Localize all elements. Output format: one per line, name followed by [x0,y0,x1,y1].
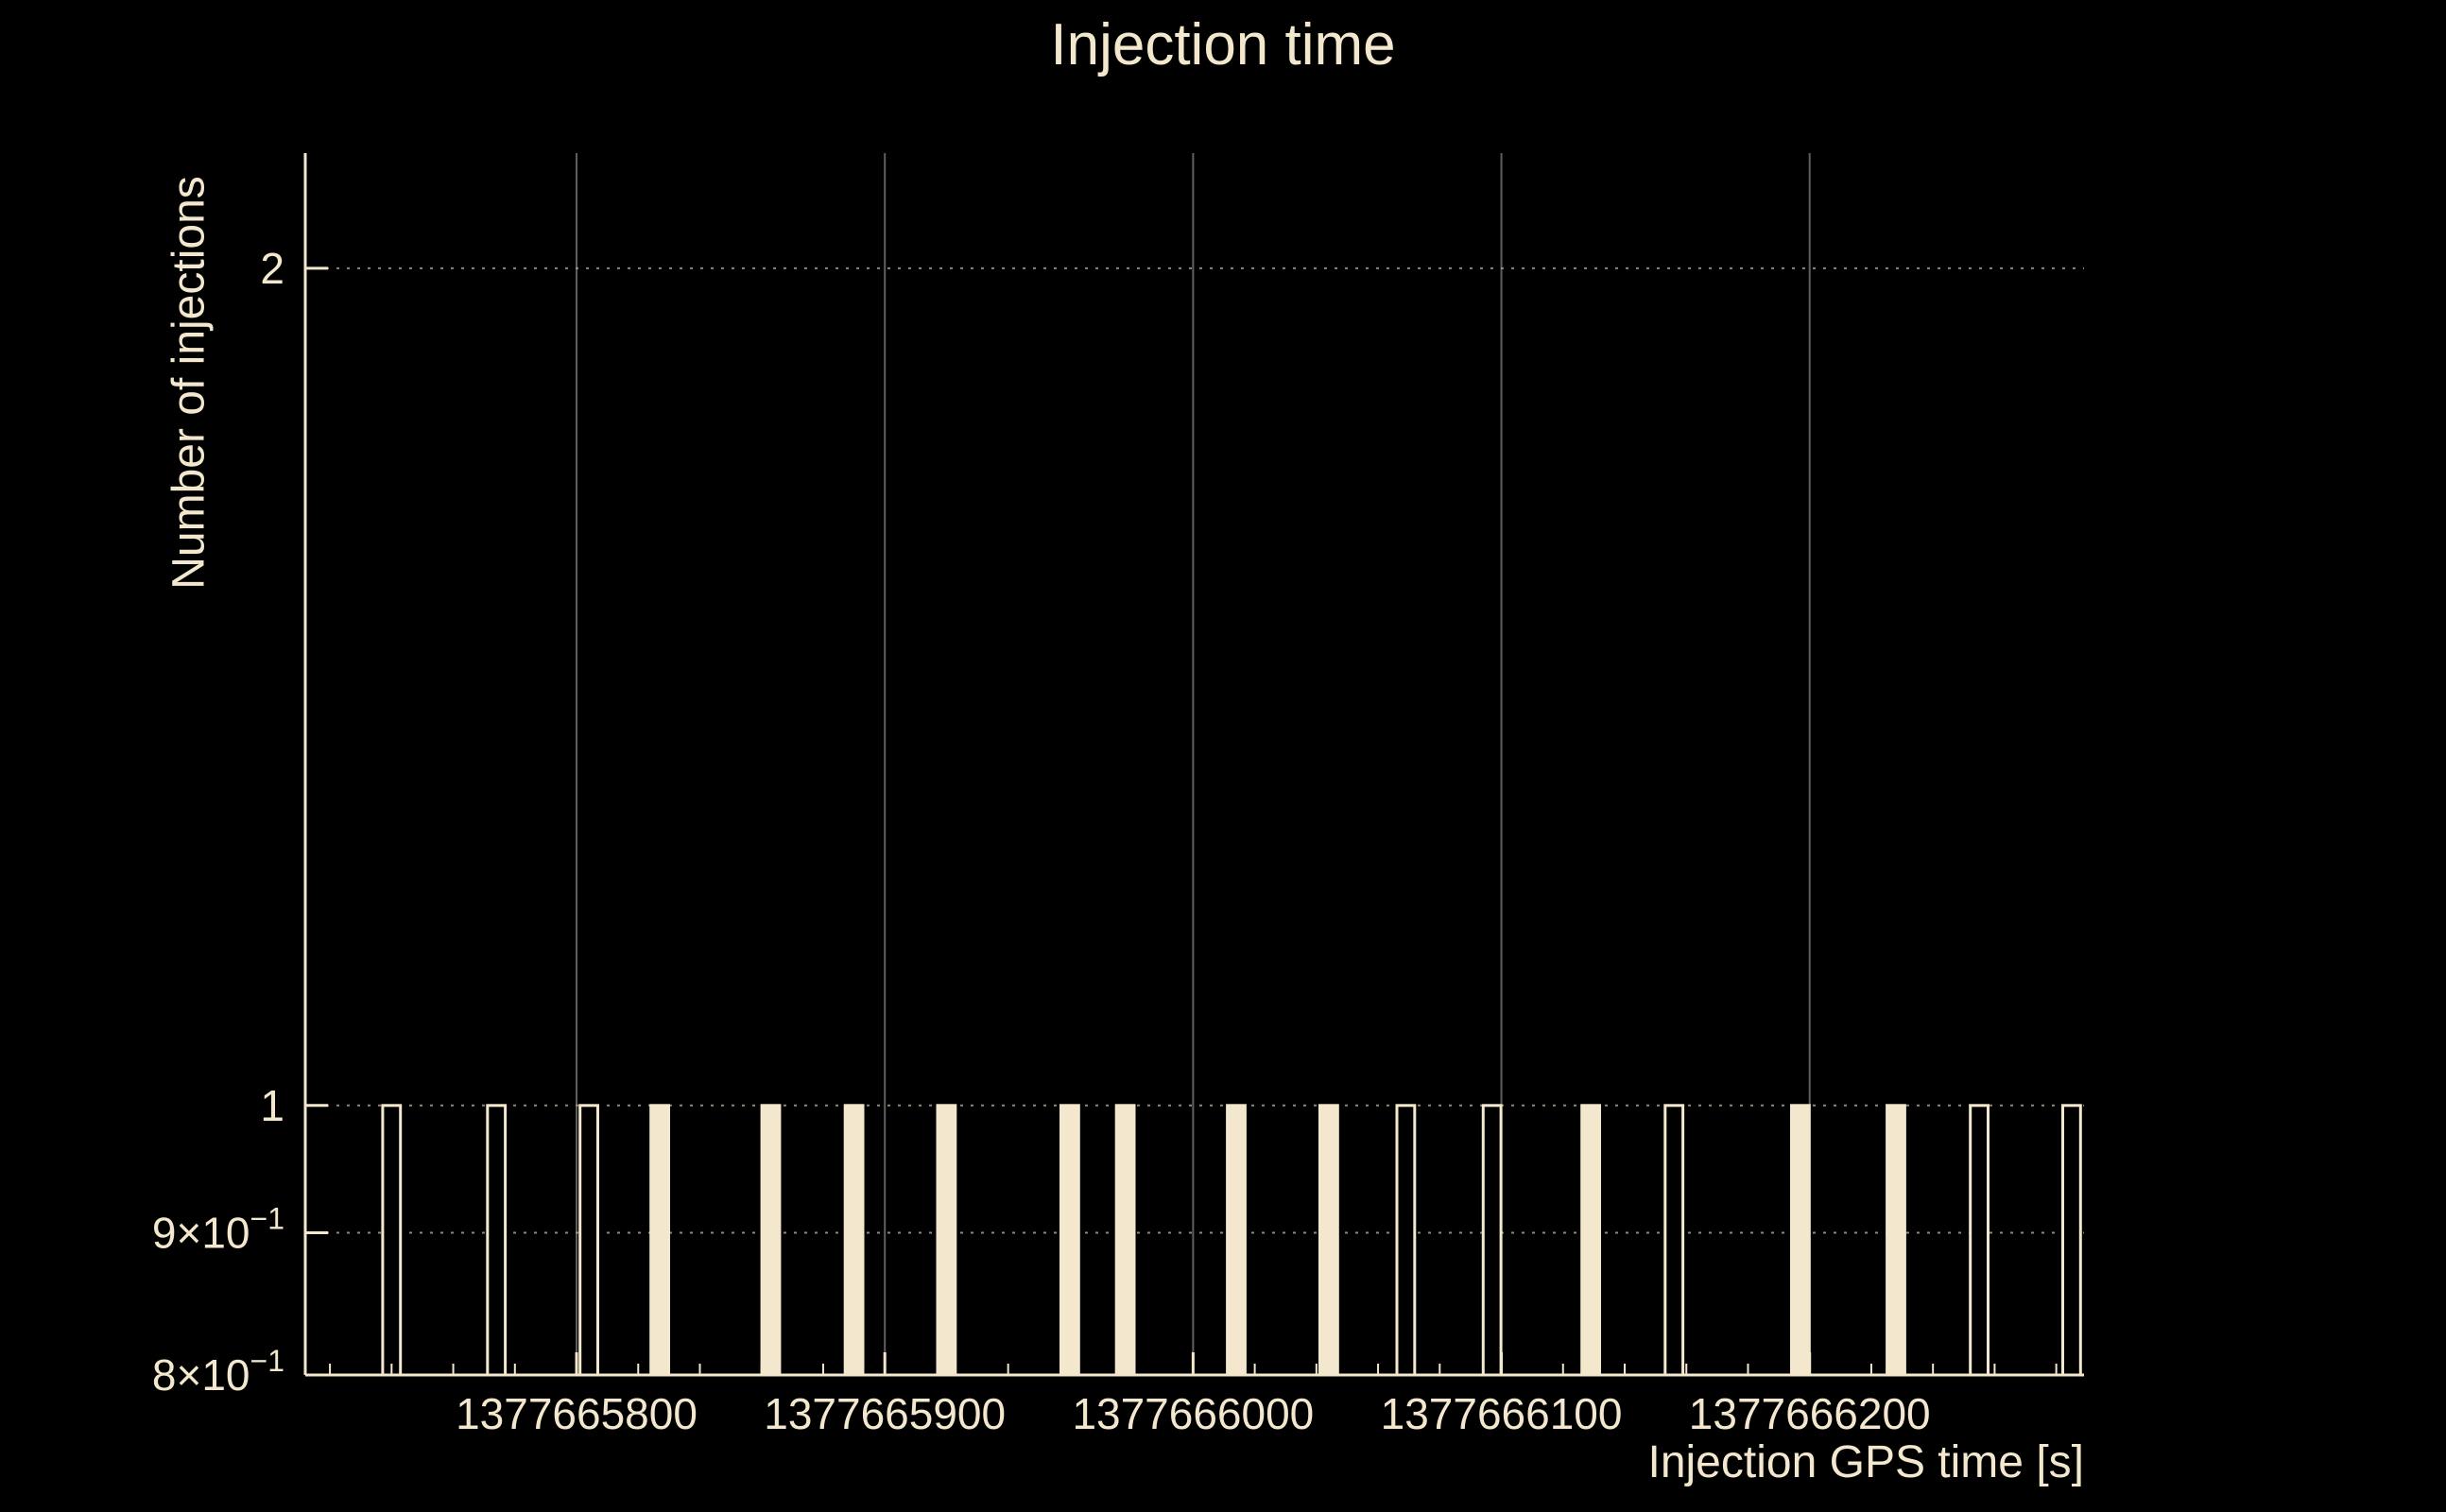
histogram-bar-filled [1580,1104,1601,1377]
histogram-bar-filled [760,1104,782,1377]
x-tick-label: 1377666100 [1381,1389,1623,1438]
y-tick-label: 1 [260,1081,284,1130]
histogram-bar-outline [486,1104,508,1377]
histogram-bar-filled [843,1104,865,1377]
tick-marks [305,266,2058,1377]
histogram-bar-outline [1481,1104,1503,1377]
x-tick-label: 1377666200 [1689,1389,1931,1438]
histogram-bar-filled [1114,1104,1136,1377]
gridlines [305,153,2084,1375]
x-tick-label: 1377665900 [764,1389,1006,1438]
histogram-bar-filled [649,1104,671,1377]
histogram-bar-filled [1226,1104,1247,1377]
x-tick-label: 1377666000 [1072,1389,1314,1438]
histogram-bar-outline [578,1104,600,1377]
histogram-bar-outline [381,1104,403,1377]
tick-labels: 1377665800 1377665900 1377666000 1377666100… [152,244,1931,1438]
histogram-bar-outline [1969,1104,1990,1377]
y-tick-label: 9×10−1 [152,1201,284,1257]
histogram-bars [381,1104,2082,1377]
histogram-bar-filled [1790,1104,1811,1377]
y-tick-label: 2 [260,244,284,293]
x-tick-label: 1377665800 [456,1389,698,1438]
histogram-bar-filled [1886,1104,1906,1377]
histogram-bar-filled [1318,1104,1339,1377]
x-axis-label: Injection GPS time [s] [1647,1437,2084,1487]
axes [303,153,2084,1377]
histogram-bar-outline [2061,1104,2082,1377]
histogram-bar-filled [936,1104,957,1377]
histogram-bar-outline [1663,1104,1685,1377]
y-tick-label: 8×10−1 [152,1344,284,1400]
histogram-bar-outline [1395,1104,1417,1377]
chart-title: Injection time [1050,12,1396,77]
histogram-bar-filled [1059,1104,1080,1377]
